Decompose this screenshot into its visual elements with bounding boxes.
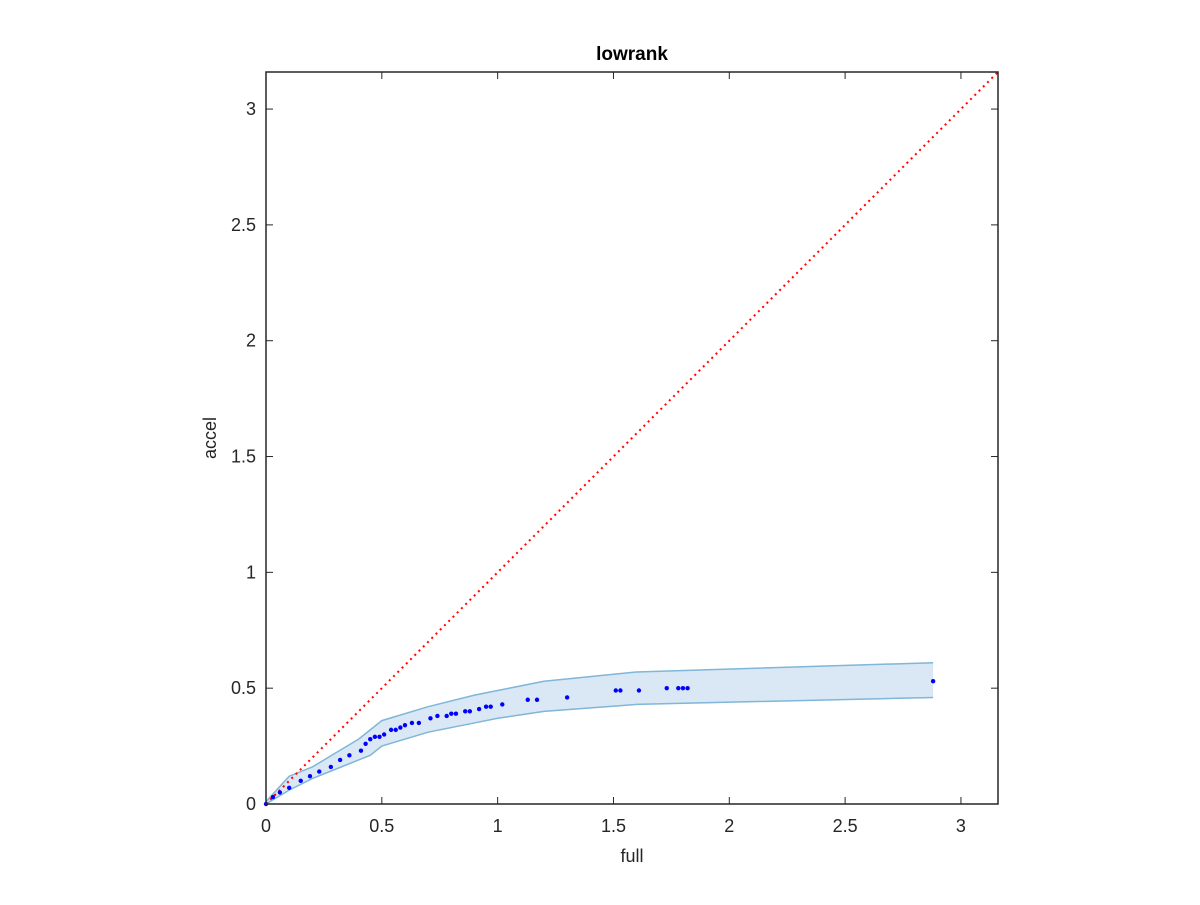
point bbox=[930, 679, 936, 684]
point bbox=[388, 727, 394, 733]
point bbox=[453, 711, 459, 716]
point bbox=[270, 794, 276, 800]
band-lower bbox=[265, 696, 934, 805]
y-tick-label: 2.5 bbox=[231, 215, 256, 235]
point bbox=[500, 702, 505, 707]
point bbox=[337, 757, 343, 763]
point bbox=[483, 704, 489, 709]
point bbox=[488, 704, 493, 709]
point bbox=[467, 709, 473, 714]
plot-frame bbox=[265, 71, 999, 805]
x-tick-label: 3 bbox=[956, 816, 966, 836]
point bbox=[449, 711, 454, 716]
y-tick-label: 3 bbox=[246, 99, 256, 119]
point bbox=[307, 774, 313, 779]
reference-line bbox=[265, 71, 999, 805]
point bbox=[618, 688, 623, 693]
point bbox=[398, 725, 403, 730]
point bbox=[372, 734, 378, 740]
point bbox=[613, 688, 618, 693]
point bbox=[358, 748, 364, 753]
point bbox=[277, 790, 283, 795]
x-tick-label: 2.5 bbox=[833, 816, 858, 836]
y-axis-label: accel bbox=[200, 417, 220, 459]
y-tick-label: 0 bbox=[246, 794, 256, 814]
x-tick-label: 0 bbox=[261, 816, 271, 836]
x-tick-label: 1.5 bbox=[601, 816, 626, 836]
point bbox=[328, 764, 334, 770]
point bbox=[317, 769, 322, 774]
point bbox=[685, 685, 690, 691]
point bbox=[363, 741, 368, 746]
point bbox=[393, 727, 398, 733]
y-tick-label: 0.5 bbox=[231, 678, 256, 698]
y-tick-label: 1.5 bbox=[231, 447, 256, 467]
point bbox=[298, 778, 303, 784]
point bbox=[286, 785, 292, 790]
point bbox=[636, 688, 642, 693]
point bbox=[564, 695, 570, 700]
point bbox=[368, 736, 373, 742]
point bbox=[381, 732, 387, 737]
point bbox=[377, 734, 382, 740]
x-tick-label: 1 bbox=[493, 816, 503, 836]
point bbox=[416, 720, 422, 726]
point bbox=[347, 753, 352, 758]
x-axis-label: full bbox=[620, 846, 643, 866]
point bbox=[463, 709, 468, 714]
band-area bbox=[266, 662, 934, 804]
point bbox=[664, 685, 669, 691]
y-tick-label: 2 bbox=[246, 331, 256, 351]
point bbox=[444, 713, 449, 719]
band-upper bbox=[265, 661, 934, 803]
y-tick-label: 1 bbox=[246, 562, 256, 582]
chart-title: lowrank bbox=[596, 44, 668, 65]
x-tick-label: 2 bbox=[724, 816, 734, 836]
point bbox=[476, 706, 482, 712]
point bbox=[402, 723, 408, 728]
point bbox=[409, 720, 415, 726]
x-tick-label: 0.5 bbox=[369, 816, 394, 836]
point bbox=[534, 697, 540, 702]
point bbox=[680, 685, 686, 691]
point bbox=[428, 716, 433, 721]
point bbox=[525, 697, 530, 702]
point bbox=[435, 713, 440, 719]
point bbox=[676, 685, 681, 691]
